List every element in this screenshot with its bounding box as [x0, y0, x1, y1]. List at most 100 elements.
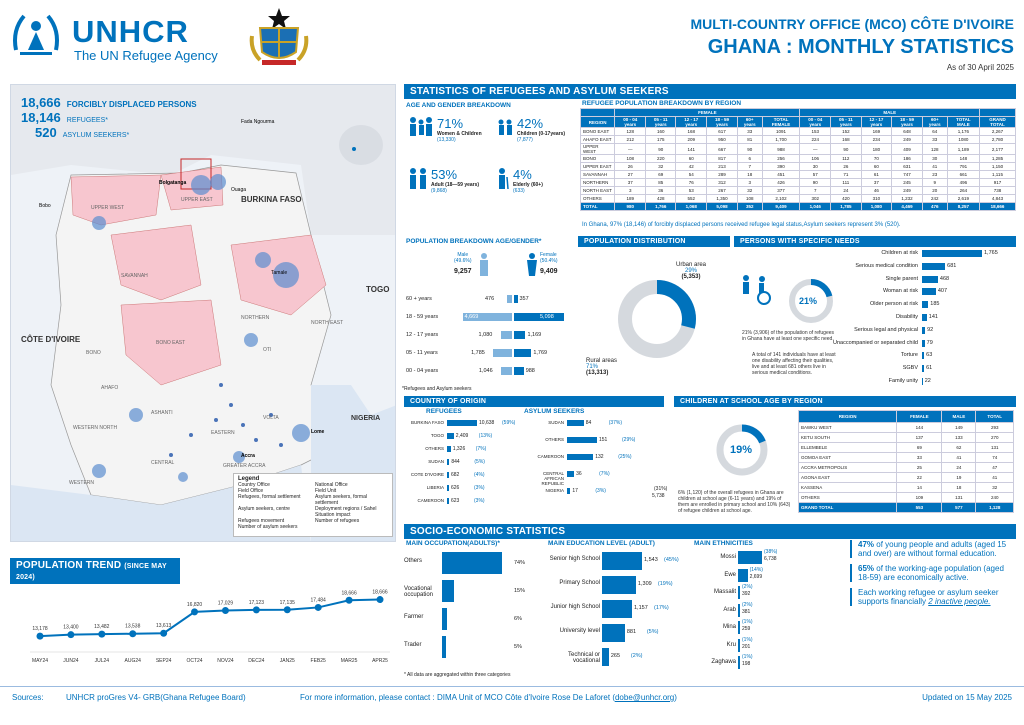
trend-value-label: 16,820 — [187, 602, 203, 608]
map-label-ahafo: AHAFO — [101, 385, 119, 391]
table-cell: KASSENA — [797, 482, 898, 493]
region-table-header: 12 - 17 years — [675, 116, 708, 128]
needs-value: 468 — [939, 275, 950, 282]
occupation-label: Farmer — [404, 614, 424, 620]
ethnicity-row: Kru (1%) 201 — [692, 637, 826, 655]
table-cell: 1,285 — [978, 154, 1017, 163]
urban-pct: 29% — [685, 268, 698, 274]
th-male: MALE — [799, 108, 980, 117]
map-label-upper-west: UPPER WEST — [91, 205, 125, 211]
pyramid-female-bar — [514, 331, 526, 339]
ethnicity-label: Mossi — [720, 554, 736, 560]
table-cell: 302 — [799, 194, 832, 203]
fact-2: 65% of the working-age population (aged … — [850, 564, 1016, 582]
map-label-greater-accra: GREATER ACCRA — [223, 463, 266, 469]
socio-title: SOCIO-ECONOMIC STATISTICS — [404, 524, 1016, 539]
needs-bar — [922, 352, 925, 360]
women-children-pct: 71% — [437, 116, 464, 131]
table-cell: 270 — [975, 432, 1014, 443]
map-label-eastern: EASTERN — [211, 430, 235, 436]
map-label-western-north: WESTERN NORTH — [73, 425, 118, 431]
table-cell: 249 — [891, 186, 923, 195]
region-table-header: TOTAL MALE — [946, 116, 980, 128]
ethnicity-bar — [738, 656, 740, 669]
origin-row: CENTRAL AFRICAN REPUBLIC 36 (7%) — [524, 469, 670, 486]
origin-pct: (37%) — [608, 420, 623, 426]
female-label: Female — [540, 252, 557, 258]
origin-bar — [447, 446, 451, 452]
school-block: 19% 6% (1,120) of the overall refugees i… — [674, 408, 1016, 520]
origin-value: 844 — [451, 459, 460, 465]
trend-value-label: 17,123 — [249, 600, 265, 606]
education-bar — [602, 552, 642, 570]
table-cell: 310 — [860, 194, 893, 203]
origin-row: TOGO 2,409 (13%) — [404, 431, 522, 444]
occupation-row: Others 74% — [404, 552, 534, 578]
education-bar — [602, 648, 609, 666]
origin-block: REFUGEES ASYLUM SEEKERS BURKINA FASO 10,6… — [404, 408, 670, 518]
table-cell: 224 — [799, 135, 832, 144]
table-cell: 144 — [896, 422, 943, 433]
table-cell: — — [614, 143, 647, 155]
male-icon — [480, 253, 488, 276]
needs-label: Family unity — [888, 377, 918, 384]
origin-bar — [567, 437, 597, 443]
female-pct: (50.4%) — [540, 258, 558, 264]
school-table-wrap: REGION FEMALE MALE TOTAL BAWKU WEST 144 149 29… — [797, 410, 1014, 513]
logo-text: UNHCR — [72, 14, 189, 49]
trend-value-label: 17,029 — [218, 600, 234, 606]
origin-label: COTE D'IVOIRE — [410, 472, 444, 477]
contact-end: ) — [674, 693, 677, 702]
pyramid-female-value: 357 — [519, 296, 529, 302]
origin-bar — [567, 454, 594, 460]
table-cell: 289 — [706, 170, 738, 179]
legend-item: National Office — [315, 482, 348, 488]
origin-label: OTHERS — [425, 446, 444, 451]
ethnicity-row: Mossi (38%) 6,738 — [692, 549, 826, 567]
occupation-bar — [442, 580, 455, 602]
ethnicity-value: 381 — [742, 608, 751, 615]
table-cell: GRAND TOTAL — [797, 502, 898, 513]
table-cell: 108 — [614, 154, 647, 163]
pyramid-row: 05 - 11 years 1,785 1,769 — [404, 346, 574, 364]
trend-point — [345, 596, 353, 604]
trend-point — [283, 606, 291, 614]
pyramid-male-bar — [462, 313, 512, 321]
table-cell: 62 — [941, 442, 977, 453]
origin-pct: (29%) — [622, 437, 636, 443]
pyramid-row: 00 - 04 years 1,046 988 — [404, 364, 574, 382]
table-cell: 41 — [941, 452, 977, 463]
map-label-burkina: BURKINA FASO — [241, 195, 302, 204]
needs-bar — [922, 301, 929, 309]
pyramid-female-value: 1,769 — [533, 350, 548, 356]
contact-email-link[interactable]: dobe@unhcr.org — [614, 693, 675, 702]
ethnicity-value: 6,738 — [764, 556, 777, 562]
legend-title: Legend — [238, 476, 260, 482]
specific-needs-block: 21% 21% (3,906) of the population of ref… — [734, 248, 1016, 396]
origin-row: COTE D'IVOIRE 682 (4%) — [404, 470, 522, 483]
pyramid-male-bar — [506, 295, 512, 303]
origin-row: BURKINA FASO 10,638 (59%) — [404, 418, 522, 431]
asylum-label: ASYLUM SEEKERS* — [62, 132, 130, 139]
table-cell: 60 — [675, 154, 708, 163]
th-blank — [579, 108, 616, 117]
pop-dist-title: POPULATION DISTRIBUTION — [578, 236, 730, 247]
trend-month-label: OCT24 — [186, 658, 202, 664]
origin-pct: (3%) — [595, 488, 606, 494]
trend-value-label: 13,538 — [125, 624, 141, 630]
urban-label: Urban area — [676, 262, 707, 268]
origin-label: TOGO — [430, 433, 444, 438]
needs-value: 407 — [937, 288, 948, 295]
region-table-header: 00 - 04 years — [799, 116, 832, 128]
page-title: GHANA : MONTHLY STATISTICS — [707, 36, 1014, 58]
trend-value-label: 17,484 — [311, 597, 327, 603]
table-row: OTHERS 109 131 240 — [797, 492, 1014, 503]
unhcr-emblem-icon — [13, 14, 59, 55]
fact-3: Each working refugee or asylum seeker su… — [850, 588, 1016, 606]
updated-date: Updated on 15 May 2025 — [922, 693, 1012, 702]
table-cell: 212 — [614, 135, 647, 144]
table-cell: 240 — [975, 492, 1014, 503]
ethnicity-value: 2,699 — [749, 573, 763, 580]
table-cell: 24 — [830, 186, 862, 195]
education-row: Technical or vocational 265 (2%) — [540, 648, 688, 670]
